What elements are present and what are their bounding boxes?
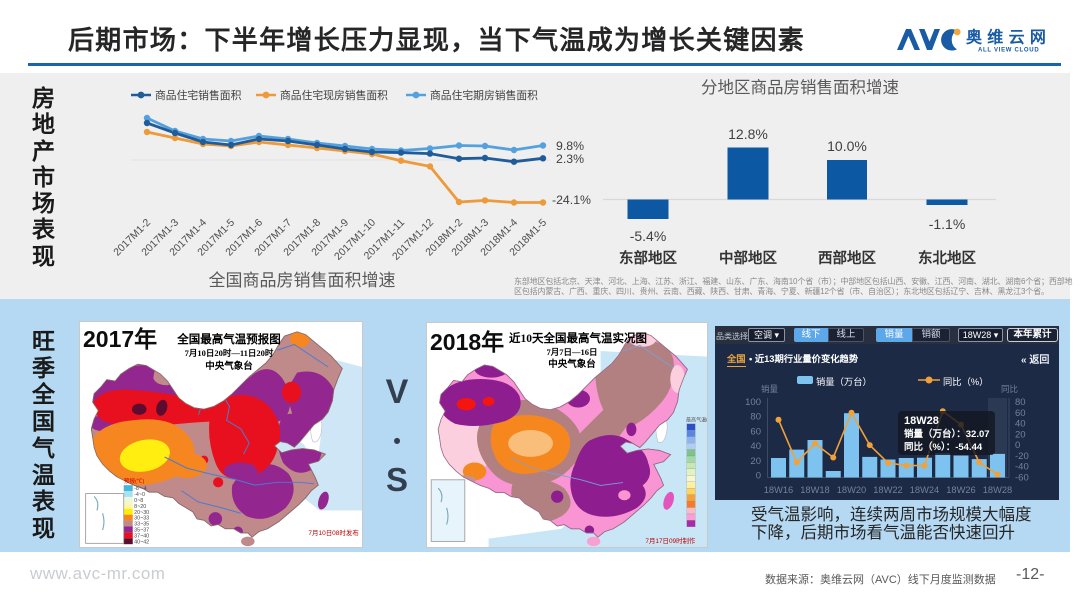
svg-text:12.8%: 12.8%: [728, 126, 768, 142]
svg-text:商品住宅销售面积: 商品住宅销售面积: [155, 88, 242, 102]
svg-text:0~8: 0~8: [134, 498, 143, 504]
svg-text:18W18: 18W18: [800, 485, 829, 495]
svg-text:ALL VIEW CLOUD: ALL VIEW CLOUD: [978, 48, 1039, 54]
svg-text:东北地区: 东北地区: [918, 249, 976, 267]
svg-text:西部地区: 西部地区: [818, 249, 876, 267]
svg-text:-4~0: -4~0: [134, 492, 145, 498]
svg-text:18W16: 18W16: [764, 485, 793, 495]
svg-text:20: 20: [750, 456, 761, 467]
svg-text:18W24: 18W24: [910, 485, 939, 495]
svg-text:商品住宅现房销售面积: 商品住宅现房销售面积: [280, 88, 388, 102]
svg-text:20: 20: [1015, 429, 1026, 440]
svg-text:37~40: 37~40: [134, 533, 149, 539]
svg-text:80: 80: [1015, 397, 1026, 408]
svg-text:奥维云网: 奥维云网: [966, 28, 1051, 47]
svg-text:20~30: 20~30: [134, 510, 149, 516]
svg-text:100: 100: [745, 397, 761, 408]
svg-text:-8~-4: -8~-4: [134, 486, 147, 492]
svg-text:-1.1%: -1.1%: [929, 216, 966, 232]
svg-text:40: 40: [750, 441, 761, 452]
svg-text:预报(℃): 预报(℃): [124, 477, 145, 485]
svg-text:7月10日08时发布: 7月10日08时发布: [308, 528, 359, 537]
svg-text:全国商品房销售面积增速: 全国商品房销售面积增速: [209, 271, 396, 290]
svg-text:40~42: 40~42: [134, 539, 149, 545]
svg-text:60: 60: [750, 426, 761, 437]
svg-text:18W26: 18W26: [946, 485, 975, 495]
svg-text:分地区商品房销售面积增速: 分地区商品房销售面积增速: [701, 78, 899, 97]
svg-text:东部地区: 东部地区: [619, 249, 677, 267]
svg-text:10.0%: 10.0%: [827, 138, 867, 154]
svg-text:0: 0: [756, 471, 761, 482]
svg-text:商品住宅期房销售面积: 商品住宅期房销售面积: [430, 88, 538, 102]
svg-text:-5.4%: -5.4%: [630, 228, 667, 244]
svg-text:30~33: 30~33: [134, 516, 149, 522]
svg-text:80: 80: [750, 412, 761, 423]
svg-text:2.3%: 2.3%: [556, 152, 584, 166]
svg-text:40: 40: [1015, 419, 1026, 430]
svg-text:0: 0: [1015, 440, 1020, 451]
svg-text:-60: -60: [1015, 473, 1029, 484]
svg-text:35~37: 35~37: [134, 528, 149, 534]
svg-text:-20: -20: [1015, 451, 1029, 462]
svg-text:8~20: 8~20: [134, 504, 146, 510]
svg-text:18W20: 18W20: [837, 485, 866, 495]
svg-text:-24.1%: -24.1%: [552, 193, 591, 207]
svg-text:中部地区: 中部地区: [719, 249, 777, 267]
svg-text:-40: -40: [1015, 462, 1029, 473]
svg-text:33~35: 33~35: [134, 522, 149, 528]
svg-text:9.8%: 9.8%: [556, 139, 584, 153]
svg-text:7月17日09时制作: 7月17日09时制作: [645, 536, 696, 545]
svg-text:18W22: 18W22: [873, 485, 902, 495]
svg-text:60: 60: [1015, 408, 1026, 419]
svg-text:最高气温(℃): 最高气温(℃): [686, 417, 707, 424]
svg-text:18W28: 18W28: [983, 485, 1012, 495]
